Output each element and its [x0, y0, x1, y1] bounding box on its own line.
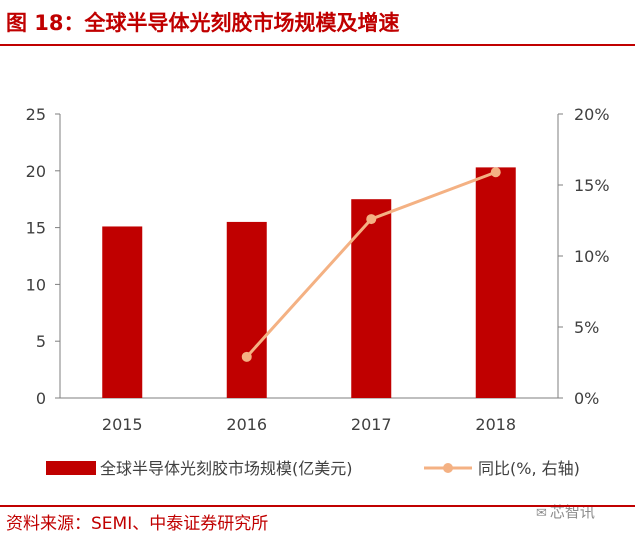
x-axis-tick-label: 2018 — [475, 415, 516, 434]
left-axis-tick-label: 5 — [36, 332, 46, 351]
left-axis-tick-label: 10 — [26, 275, 46, 294]
footer-divider — [0, 505, 635, 507]
right-axis-tick-label: 15% — [574, 176, 610, 195]
bar-2017 — [351, 199, 392, 398]
right-axis-tick-label: 5% — [574, 318, 599, 337]
left-axis-tick-label: 15 — [26, 219, 46, 238]
legend-bar-label: 全球半导体光刻胶市场规模(亿美元) — [100, 459, 353, 478]
watermark: ✉ 芯智讯 — [536, 498, 595, 526]
header-divider — [0, 44, 635, 46]
legend-line-marker — [443, 463, 453, 473]
left-axis-tick-label: 20 — [26, 162, 46, 181]
bar-2015 — [102, 226, 143, 398]
right-axis-tick-label: 20% — [574, 105, 610, 124]
source-note: 资料来源：SEMI、中泰证券研究所 — [6, 514, 269, 534]
legend-line-label: 同比(%, 右轴) — [478, 459, 580, 478]
watermark-text: 芯智讯 — [549, 503, 595, 521]
legend-bar-swatch — [46, 461, 96, 475]
left-axis-tick-label: 25 — [26, 105, 46, 124]
growth-point-2018 — [490, 167, 501, 178]
chart: 0 5 10 15 20 25 0% 5% 10% 15% 20% 2015 2016 2017 2018 全… — [26, 105, 610, 478]
wechat-icon: ✉ — [536, 506, 547, 521]
left-axis-tick-label: 0 — [36, 389, 46, 408]
growth-point-2016 — [241, 351, 252, 362]
bar-2018 — [475, 167, 516, 398]
right-axis-tick-label: 10% — [574, 247, 610, 266]
x-axis-tick-label: 2016 — [226, 415, 267, 434]
bar-2016 — [226, 221, 267, 398]
right-axis-tick-label: 0% — [574, 389, 599, 408]
growth-point-2017 — [366, 214, 377, 225]
x-axis-tick-label: 2015 — [102, 415, 143, 434]
x-axis-tick-label: 2017 — [351, 415, 392, 434]
figure-title: 图 18：全球半导体光刻胶市场规模及增速 — [6, 11, 400, 35]
